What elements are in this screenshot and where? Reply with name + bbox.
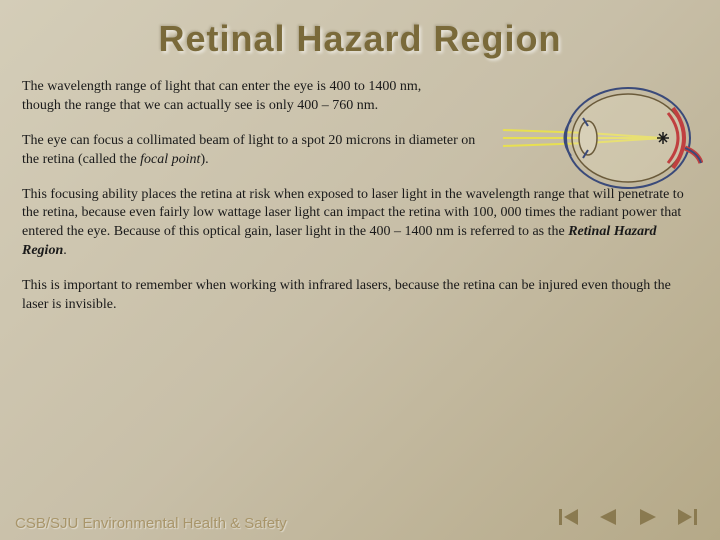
p2-text-a: The eye can focus a collimated beam of l… [22,133,475,167]
p3-text-c: . [63,243,67,258]
p2-text-c: ). [200,152,208,167]
eye-diagram [503,78,703,208]
last-slide-button[interactable] [670,506,700,528]
footer-text: CSB/SJU Environmental Health & Safety [15,515,287,532]
first-slide-button[interactable] [556,506,586,528]
slide-title: Retinal Hazard Region [22,18,698,60]
nav-button-group [556,506,700,528]
content-area: The wavelength range of light that can e… [22,78,698,315]
p2-focal-point: focal point [140,152,200,167]
paragraph-1: The wavelength range of light that can e… [22,78,452,116]
slide-container: Retinal Hazard Region [0,0,720,540]
paragraph-4: This is important to remember when worki… [22,277,672,315]
next-slide-button[interactable] [632,506,662,528]
paragraph-2: The eye can focus a collimated beam of l… [22,132,492,170]
previous-slide-button[interactable] [594,506,624,528]
